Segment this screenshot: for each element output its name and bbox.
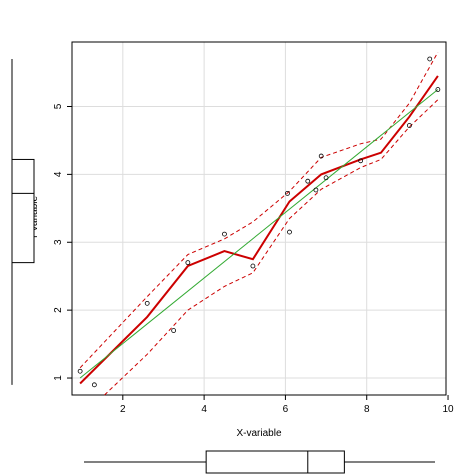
- data-point: [358, 158, 364, 164]
- data-point: [144, 300, 150, 306]
- grid-lines: [72, 42, 446, 395]
- x-tick-label: 6: [283, 404, 289, 415]
- data-point: [171, 328, 177, 333]
- x-axis-ticks: 2 4 6 8 10: [120, 395, 454, 415]
- data-point: [222, 231, 227, 237]
- data-point: [318, 153, 324, 159]
- series-upper-band-line: [79, 51, 439, 369]
- series-lower-band-line: [104, 99, 439, 396]
- data-point: [313, 187, 319, 193]
- x-marginal-boxplot: [84, 450, 435, 474]
- data-point: [407, 123, 412, 128]
- data-point: [185, 260, 191, 266]
- x-tick-label: 8: [364, 404, 370, 415]
- x-boxplot-box: [205, 450, 345, 474]
- data-point: [91, 382, 97, 388]
- points-layer: [77, 56, 441, 388]
- y-tick-label: 3: [53, 239, 64, 245]
- series-smooth-line: [79, 75, 439, 385]
- data-point: [305, 178, 311, 184]
- y-tick-label: 2: [53, 307, 64, 313]
- y-tick-label: 5: [53, 103, 64, 109]
- data-point: [77, 368, 83, 374]
- x-tick-label: 2: [120, 404, 126, 415]
- x-tick-label: 10: [442, 404, 454, 415]
- data-point: [287, 229, 292, 235]
- series-layer: [79, 51, 439, 396]
- data-point: [427, 56, 433, 62]
- y-axis-ticks: 1 2 3 4 5: [53, 103, 72, 381]
- data-point: [435, 87, 441, 92]
- x-axis-label: X-variable: [236, 428, 281, 439]
- series-regression-line: [79, 89, 439, 379]
- y-marginal-boxplot: [11, 58, 35, 385]
- y-tick-label: 1: [53, 375, 64, 381]
- y-boxplot-box: [11, 158, 35, 264]
- y-tick-label: 4: [53, 171, 64, 177]
- data-point: [285, 190, 290, 196]
- plot-frame: [71, 41, 447, 396]
- data-point: [323, 175, 329, 181]
- data-point: [250, 263, 256, 269]
- x-tick-label: 4: [201, 404, 207, 415]
